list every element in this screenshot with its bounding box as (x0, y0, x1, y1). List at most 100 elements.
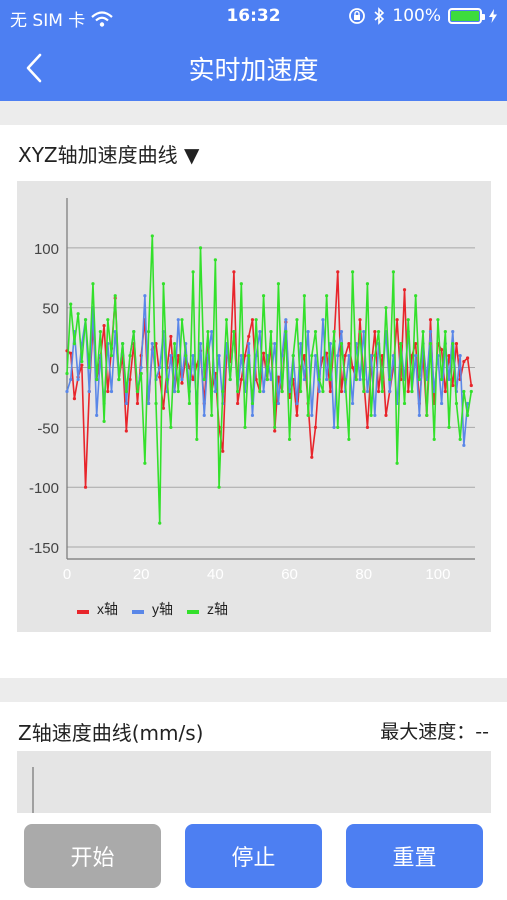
data-point (380, 389, 384, 394)
data-point (462, 443, 466, 447)
max-speed-label: 最大速度：-- (380, 721, 489, 743)
x-tick-label: 80 (355, 566, 372, 583)
data-point (295, 413, 299, 418)
data-point (80, 359, 84, 364)
status-bar: 无 SIM 卡 16:32 100% (0, 0, 507, 34)
data-point (454, 401, 459, 406)
data-point (158, 375, 162, 379)
data-point (109, 389, 114, 394)
battery-fill (451, 11, 479, 21)
data-point (376, 389, 381, 394)
back-button[interactable] (24, 48, 64, 88)
data-point (258, 389, 262, 394)
data-point (154, 401, 158, 406)
page-title: 实时加速度 (188, 56, 319, 86)
data-point (176, 353, 180, 358)
data-point (65, 371, 69, 376)
data-point (72, 342, 77, 346)
data-point (347, 342, 351, 346)
data-point (432, 437, 436, 441)
section-divider (0, 678, 507, 702)
series-line-3 (66, 235, 473, 524)
data-point (402, 401, 407, 406)
data-point (369, 413, 373, 418)
data-point (247, 353, 251, 358)
reset-button[interactable]: 重置 (346, 824, 483, 888)
data-point (69, 302, 73, 306)
y-tick-label: -150 (29, 540, 59, 557)
data-point (425, 413, 429, 418)
data-point (373, 330, 377, 334)
data-point (191, 377, 195, 382)
data-point (414, 294, 418, 298)
data-point (250, 318, 255, 322)
data-point (399, 342, 403, 346)
z-speed-chart (17, 751, 491, 813)
stop-button[interactable]: 停止 (185, 824, 322, 888)
data-point (443, 389, 447, 394)
data-point (265, 377, 269, 382)
data-point (176, 318, 180, 322)
data-point (139, 365, 143, 370)
data-point (236, 389, 240, 394)
data-point (261, 389, 266, 394)
data-point (169, 353, 173, 358)
app-header: 无 SIM 卡 16:32 100% (0, 0, 507, 101)
data-point (76, 377, 80, 382)
data-point (395, 461, 399, 465)
section-divider (0, 101, 507, 125)
data-point (447, 377, 451, 382)
y-tick-label: -100 (29, 480, 59, 497)
data-point (339, 389, 344, 394)
data-point (447, 353, 451, 358)
data-point (191, 353, 195, 358)
status-left: 无 SIM 卡 (10, 6, 114, 31)
data-point (243, 425, 247, 429)
data-point (87, 365, 91, 370)
data-point (236, 401, 240, 406)
data-point (147, 401, 151, 406)
data-point (351, 401, 355, 406)
data-point (232, 270, 236, 274)
data-point (158, 365, 162, 370)
data-point (428, 318, 433, 322)
data-point (332, 425, 336, 429)
data-point (276, 401, 281, 406)
start-button[interactable]: 开始 (24, 824, 161, 888)
z-chart-title: Z轴速度曲线(mm/s) (18, 721, 204, 745)
data-point (221, 389, 225, 394)
data-point (98, 330, 102, 334)
data-point (291, 353, 295, 358)
data-point (109, 353, 114, 358)
data-point (369, 353, 373, 358)
data-point (440, 401, 444, 406)
data-point (161, 282, 166, 286)
data-point (243, 353, 247, 358)
data-point (336, 353, 340, 358)
legend-label: y轴 (152, 601, 173, 617)
data-point (228, 377, 232, 382)
chevron-left-icon (26, 53, 42, 83)
accel-chart-selector[interactable]: XYZ轴加速度曲线 ▼ (18, 143, 200, 167)
data-point (339, 330, 344, 334)
data-point (462, 359, 466, 364)
data-point (287, 389, 292, 394)
data-point (328, 377, 332, 382)
data-point (150, 234, 154, 238)
data-point (184, 353, 188, 358)
data-point (428, 342, 433, 346)
data-point (373, 413, 377, 418)
data-point (469, 383, 473, 388)
data-point (295, 401, 299, 406)
data-point (336, 425, 340, 429)
data-point (388, 377, 392, 382)
data-point (373, 353, 377, 358)
data-point (273, 425, 277, 429)
data-point (124, 389, 128, 394)
data-point (447, 425, 451, 429)
data-point (202, 413, 206, 418)
data-point (221, 449, 225, 453)
data-point (128, 353, 132, 358)
data-point (80, 363, 84, 367)
data-point (95, 413, 99, 418)
